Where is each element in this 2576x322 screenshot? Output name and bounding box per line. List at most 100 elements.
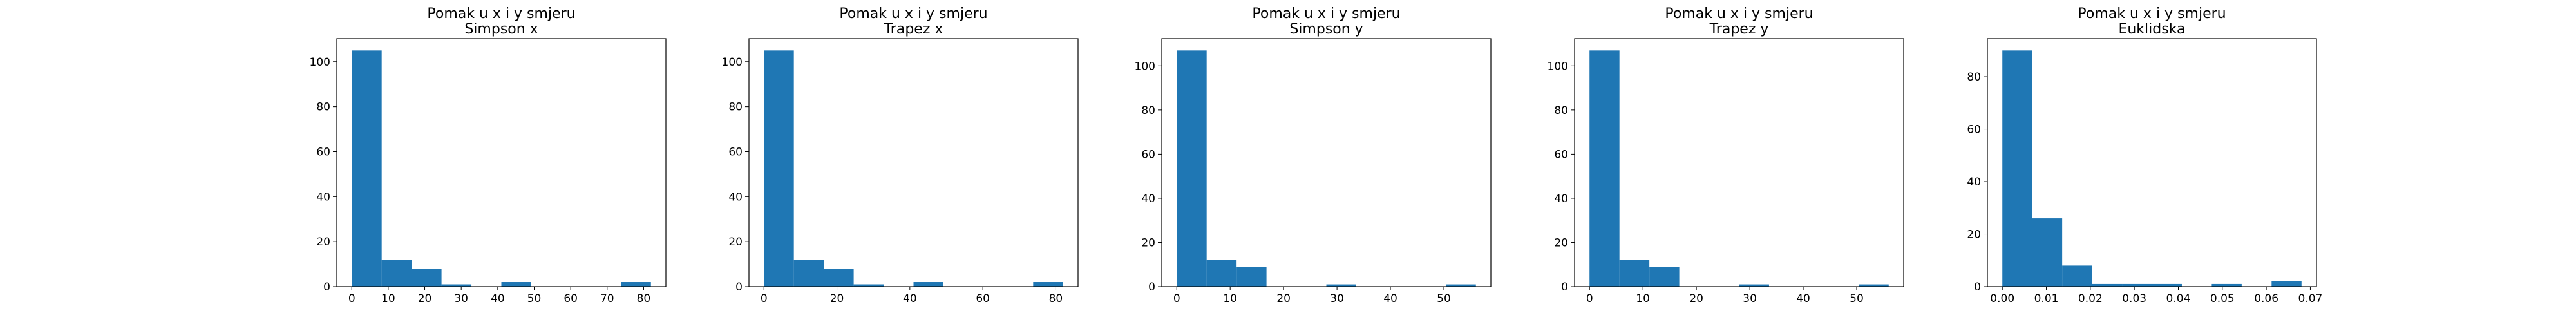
plot-frame — [336, 38, 667, 287]
chart-title: Pomak u x i y smjeru — [2078, 6, 2226, 22]
y-tick-label: 40 — [1554, 193, 1568, 205]
y-tick-label: 80 — [316, 101, 330, 114]
histogram-bar — [824, 269, 854, 287]
histogram-bar — [1033, 282, 1063, 287]
y-tick-label: 60 — [728, 146, 743, 158]
histogram-bar — [853, 284, 884, 287]
histogram-bar — [1649, 267, 1680, 287]
x-tick-label: 0 — [1586, 292, 1593, 305]
y-tick-label: 0 — [1974, 281, 1981, 294]
y-tick-label: 80 — [1141, 104, 1155, 117]
x-tick-label: 30 — [1330, 292, 1344, 305]
chart-title: Pomak u x i y smjeru — [839, 6, 987, 22]
plot-frame — [1161, 38, 1492, 287]
histogram-bar — [1739, 284, 1769, 287]
histogram-bar — [2152, 283, 2182, 287]
y-tick-label: 0 — [323, 281, 330, 294]
histogram-bar — [2062, 265, 2092, 287]
histogram-bar — [2211, 283, 2242, 287]
x-tick-label: 50 — [1437, 292, 1451, 305]
y-tick-label: 20 — [1967, 229, 1981, 242]
y-tick-label: 40 — [1967, 176, 1981, 189]
chart-subtitle: Simpson x — [464, 21, 538, 37]
y-tick-label: 20 — [316, 236, 330, 249]
x-tick-label: 20 — [830, 292, 844, 305]
x-tick-label: 80 — [1049, 292, 1063, 305]
histogram-bar — [1206, 260, 1237, 287]
y-tick-label: 100 — [722, 56, 743, 69]
y-tick-label: 80 — [1967, 71, 1981, 84]
x-tick-label: 20 — [1276, 292, 1291, 305]
y-tick-label: 60 — [1554, 148, 1568, 161]
x-tick-label: 10 — [1223, 292, 1237, 305]
chart-subtitle: Trapez y — [1709, 21, 1769, 37]
histogram-bar — [1589, 50, 1620, 287]
x-tick-label: 10 — [381, 292, 395, 305]
x-tick-label: 30 — [1743, 292, 1757, 305]
histogram-bar — [793, 260, 824, 287]
x-tick-label: 0.07 — [2298, 292, 2323, 305]
x-tick-label: 40 — [1383, 292, 1397, 305]
y-tick-label: 80 — [728, 101, 743, 114]
histogram-bar — [2122, 283, 2152, 287]
x-tick-label: 0.01 — [2034, 292, 2059, 305]
histogram-bar — [2271, 281, 2302, 287]
x-tick-label: 20 — [1689, 292, 1703, 305]
chart-title: Pomak u x i y smjeru — [1665, 6, 1813, 22]
x-tick-label: 0 — [761, 292, 768, 305]
histogram-bar — [412, 269, 442, 287]
histogram-bar — [352, 50, 382, 287]
y-tick-label: 100 — [1548, 60, 1568, 73]
chart-title: Pomak u x i y smjeru — [1252, 6, 1400, 22]
histogram-bar — [1326, 284, 1356, 287]
y-tick-label: 100 — [1135, 60, 1155, 73]
y-tick-label: 0 — [1148, 281, 1155, 294]
x-tick-label: 0.03 — [2122, 292, 2146, 305]
histogram-bar — [2002, 50, 2032, 287]
x-tick-label: 70 — [600, 292, 614, 305]
plot-frame — [1574, 38, 1904, 287]
y-tick-label: 40 — [316, 191, 330, 204]
x-tick-label: 0 — [348, 292, 355, 305]
chart-subtitle: Trapez x — [884, 21, 943, 37]
y-tick-label: 80 — [1554, 104, 1568, 117]
x-tick-label: 80 — [637, 292, 651, 305]
x-tick-label: 0.05 — [2210, 292, 2235, 305]
x-tick-label: 10 — [1636, 292, 1650, 305]
x-tick-label: 0.00 — [1990, 292, 2014, 305]
y-tick-label: 40 — [1141, 193, 1155, 205]
histogram-bar — [1619, 260, 1650, 287]
chart-subtitle: Euklidska — [2118, 21, 2185, 37]
histogram-bar — [1236, 267, 1267, 287]
histogram-bar — [441, 284, 472, 287]
histogram-bar — [913, 282, 943, 287]
histogram-bar — [2092, 283, 2123, 287]
x-tick-label: 0 — [1173, 292, 1180, 305]
y-tick-label: 60 — [316, 146, 330, 158]
x-tick-label: 60 — [564, 292, 578, 305]
histogram-bar — [1177, 50, 1207, 287]
histogram-bar — [381, 260, 412, 287]
y-tick-label: 20 — [1141, 236, 1155, 249]
y-tick-label: 0 — [1561, 281, 1568, 294]
x-tick-label: 40 — [903, 292, 917, 305]
y-tick-label: 60 — [1141, 148, 1155, 161]
x-tick-label: 60 — [976, 292, 990, 305]
histogram-bar — [2032, 218, 2063, 287]
histogram-bar — [764, 50, 794, 287]
histogram-bar — [1859, 284, 1889, 287]
histogram-bar — [621, 282, 651, 287]
x-tick-label: 0.06 — [2254, 292, 2278, 305]
y-tick-label: 60 — [1967, 124, 1981, 137]
y-tick-label: 40 — [728, 191, 743, 204]
chart-subtitle: Simpson y — [1289, 21, 1363, 37]
x-tick-label: 40 — [1796, 292, 1810, 305]
x-tick-label: 20 — [418, 292, 432, 305]
histogram-bar — [501, 282, 531, 287]
plot-frame — [748, 38, 1079, 287]
x-tick-label: 50 — [527, 292, 542, 305]
